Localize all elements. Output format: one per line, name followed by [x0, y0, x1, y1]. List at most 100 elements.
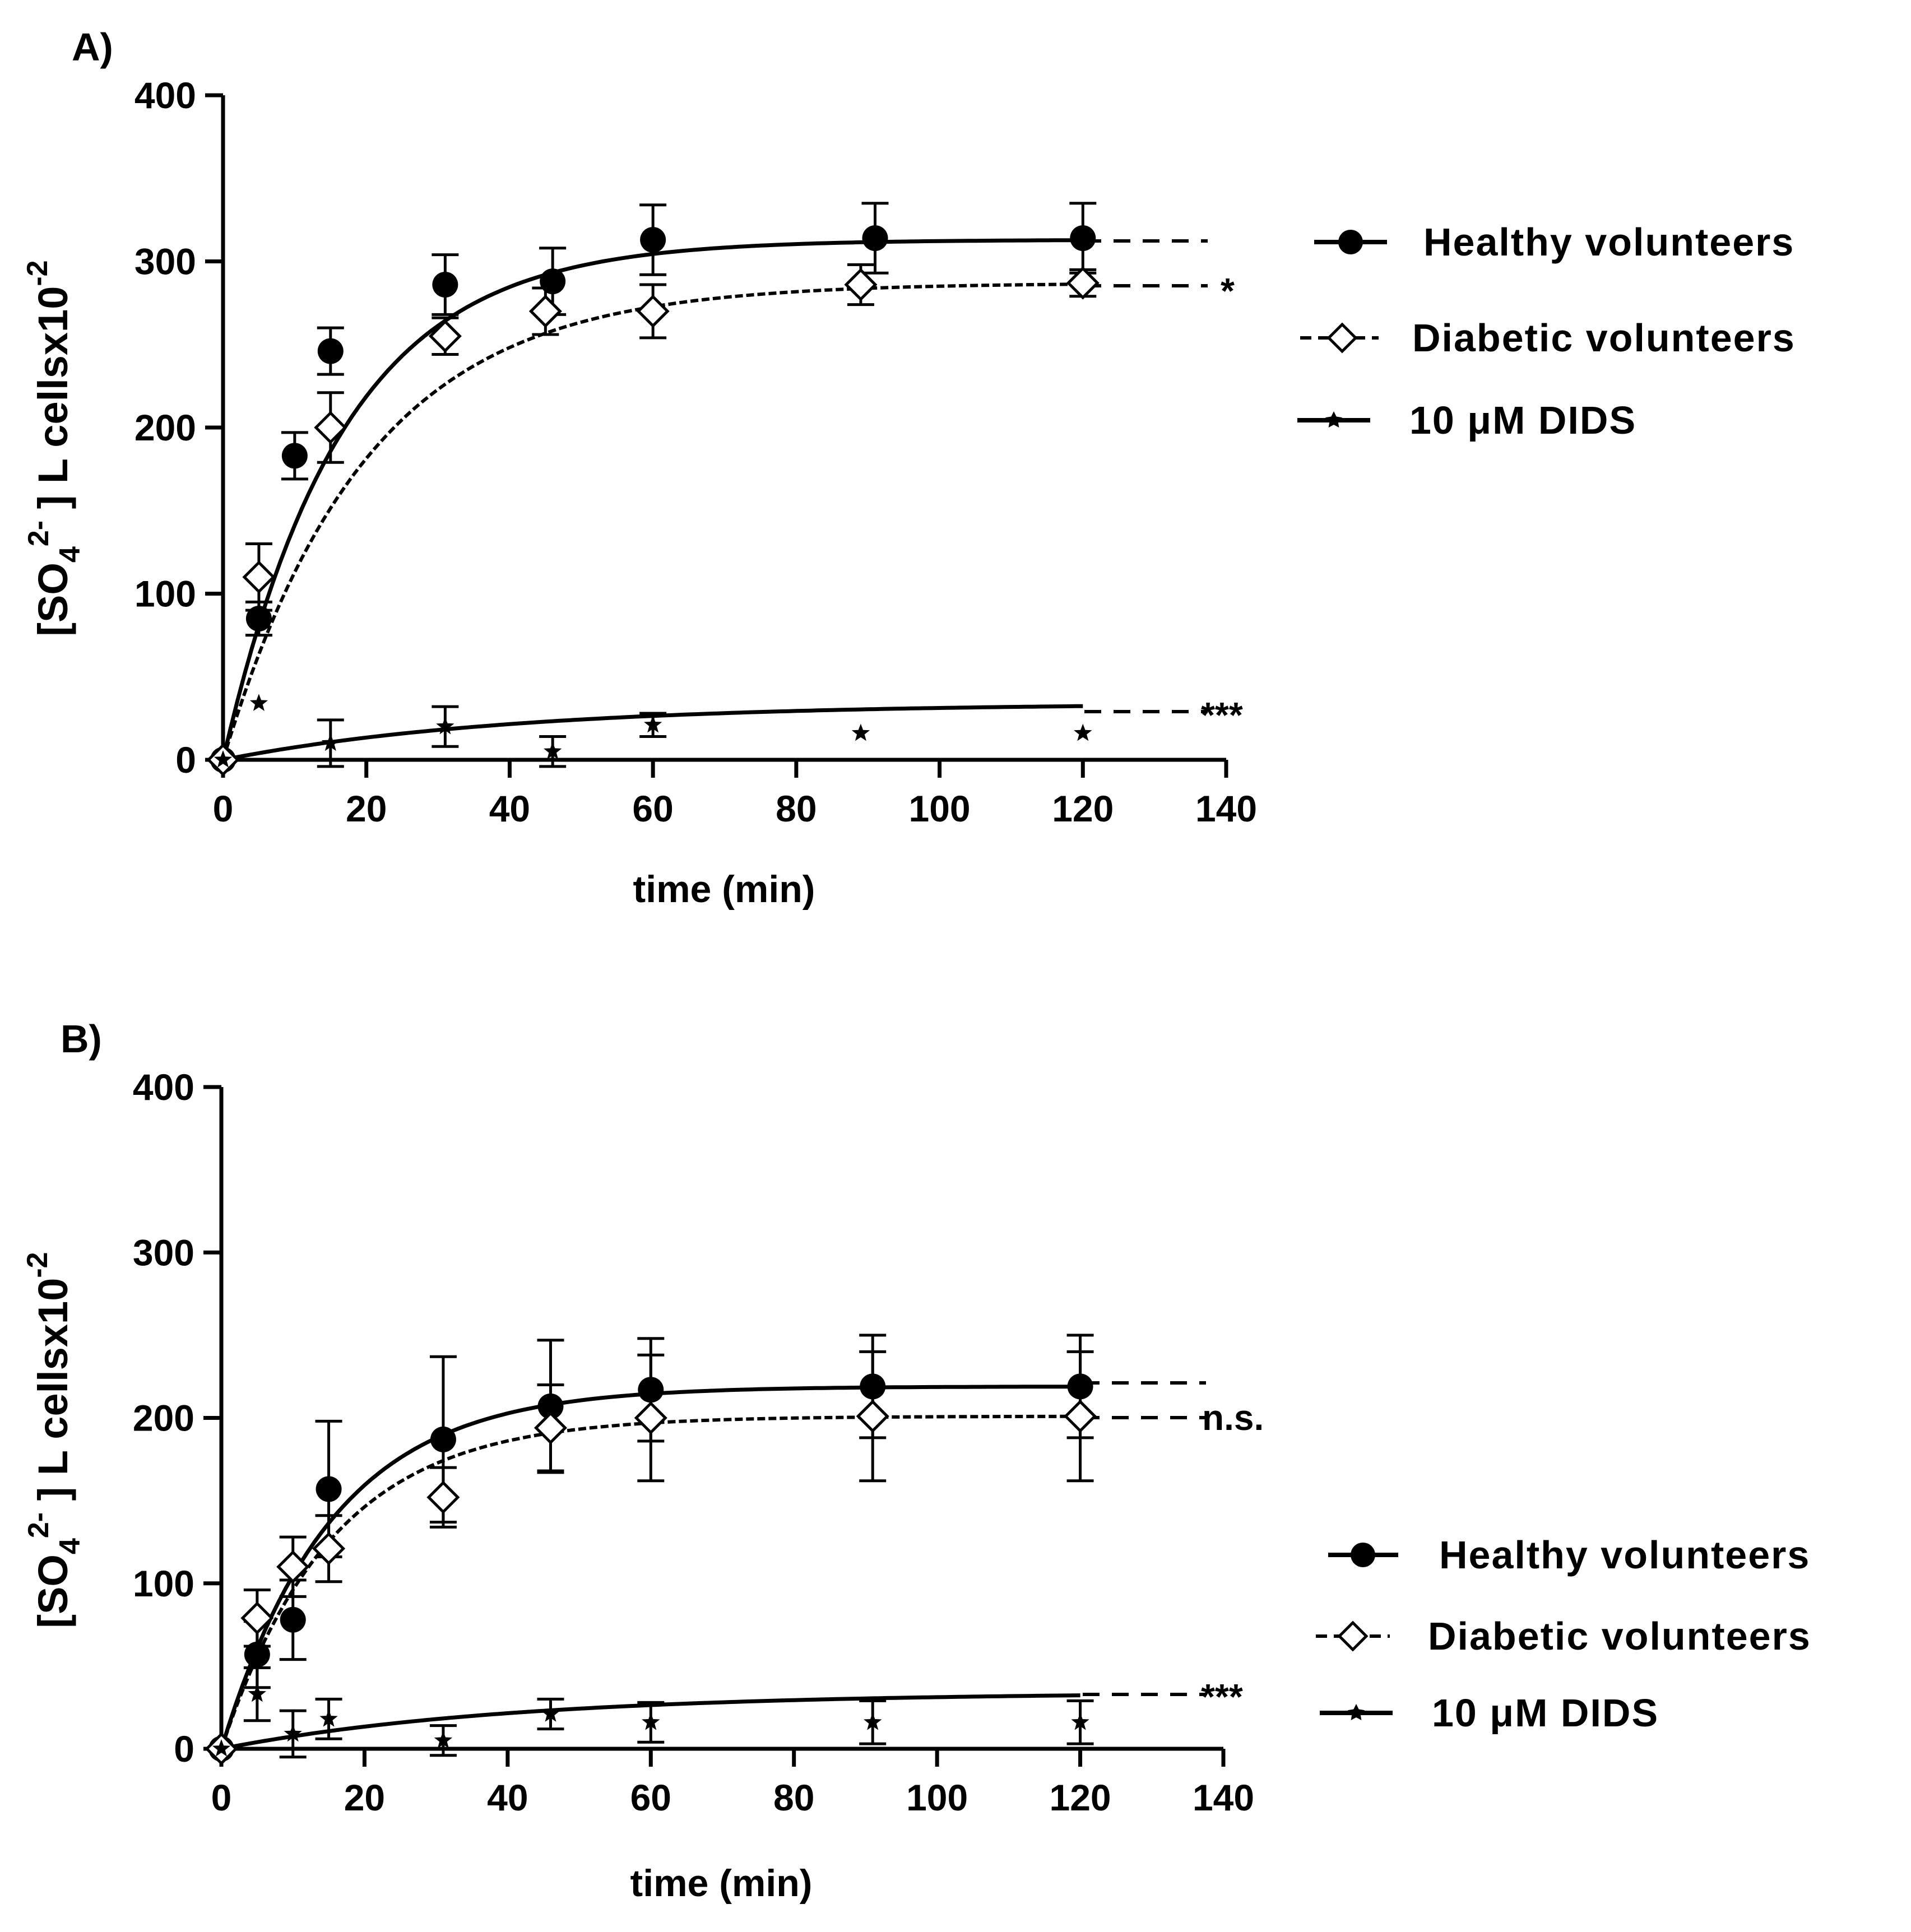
data-point-dids [214, 750, 233, 768]
legend-marker-star [1325, 411, 1343, 428]
data-point-diabetic [426, 1480, 460, 1514]
x-tick-label: 80 [773, 1777, 814, 1818]
data-point-dids [864, 1712, 882, 1730]
legend-label-healthy: Healthy volunteers [1439, 1533, 1810, 1577]
legend-label-diabetic: Diabetic volunteers [1428, 1614, 1811, 1658]
annotation-significance: n.s. [1202, 1397, 1264, 1438]
data-point-dids [249, 694, 268, 711]
x-tick-label: 0 [213, 788, 234, 829]
data-point-healthy [430, 1426, 456, 1452]
legend-label-dids: 10 μM DIDS [1409, 398, 1636, 442]
panel-label: B) [61, 1017, 102, 1061]
data-point-healthy [280, 1606, 306, 1633]
x-tick-label: 140 [1195, 788, 1257, 829]
data-point-dids [644, 715, 662, 733]
x-tick-label: 60 [632, 788, 673, 829]
y-axis-label: [SO42- ] L cellsx10-2 [21, 260, 86, 636]
data-point-dids [1071, 1712, 1089, 1730]
y-tick-label: 100 [134, 573, 196, 615]
x-tick-label: 40 [487, 1777, 528, 1818]
data-point-dids [284, 1724, 302, 1742]
x-tick-label: 80 [776, 788, 817, 829]
data-point-dids [319, 1709, 338, 1727]
data-point-dids [642, 1712, 660, 1730]
x-tick-label: 120 [1052, 788, 1114, 829]
y-tick-label: 0 [175, 739, 196, 781]
legend-label-healthy: Healthy volunteers [1423, 220, 1794, 264]
data-point-dids [212, 1739, 231, 1757]
data-point-diabetic [1066, 266, 1100, 300]
y-tick-label: 200 [133, 1397, 194, 1439]
legend-label-diabetic: Diabetic volunteers [1412, 316, 1796, 360]
data-point-diabetic [276, 1550, 310, 1583]
data-point-diabetic [534, 1411, 568, 1445]
data-point-dids [541, 1705, 560, 1722]
data-point-diabetic [428, 319, 462, 353]
x-tick-label: 120 [1050, 1777, 1111, 1818]
data-point-diabetic [242, 560, 276, 594]
x-tick-label: 140 [1193, 1777, 1254, 1818]
x-tick-label: 40 [489, 788, 530, 829]
legend-marker-open-diamond [1337, 1620, 1369, 1652]
annotation-significance: *** [1201, 1676, 1243, 1717]
y-tick-label: 300 [134, 241, 196, 282]
data-point-dids [436, 717, 454, 735]
y-tick-label: 200 [134, 407, 196, 448]
annotation-significance: * [1221, 271, 1235, 311]
legend-label-dids: 10 μM DIDS [1432, 1691, 1659, 1735]
data-point-healthy [862, 225, 888, 251]
legend-marker-open-diamond [1326, 322, 1358, 354]
x-tick-label: 0 [211, 1777, 232, 1818]
data-point-dids [1074, 723, 1092, 741]
data-point-healthy [640, 226, 666, 253]
y-tick-label: 100 [133, 1563, 194, 1604]
x-tick-label: 20 [346, 788, 387, 829]
y-axis-label: [SO42- ] L cellsx10-2 [21, 1252, 86, 1628]
data-point-diabetic [634, 1401, 667, 1435]
data-point-healthy [432, 272, 458, 298]
y-tick-label: 0 [174, 1728, 194, 1770]
legend-marker-filled-circle [1351, 1543, 1375, 1567]
panel-b: B) [SO42- ] L cellsx10-2 time (min) 0 100… [21, 1017, 1811, 1905]
data-point-healthy [1070, 225, 1096, 251]
x-tick-label: 60 [630, 1777, 671, 1818]
y-tick-label: 400 [134, 75, 196, 116]
data-point-dids [851, 723, 870, 741]
panel-label: A) [72, 25, 113, 69]
data-point-diabetic [844, 268, 878, 301]
data-point-dids [248, 1684, 266, 1702]
fit-curve [221, 282, 1083, 760]
legend-marker-filled-circle [1338, 230, 1363, 254]
x-tick-label: 100 [906, 1777, 968, 1818]
legend-marker-star [1347, 1704, 1365, 1720]
data-point-healthy [245, 605, 272, 631]
plot-area: 0 100 200 300 400 0 20 40 60 80 100 120 140 [134, 75, 1257, 829]
data-point-dids [434, 1731, 453, 1748]
data-point-healthy [316, 1476, 342, 1502]
legend: Healthy volunteers Diabetic volunteers 1… [1297, 220, 1796, 442]
data-point-diabetic [1064, 1400, 1097, 1433]
plot-area: 0 100 200 300 400 0 20 40 60 80 100 120 140 [133, 1066, 1254, 1818]
x-axis-label: time (min) [630, 1862, 813, 1905]
data-point-diabetic [528, 294, 562, 328]
x-axis-label: time (min) [633, 868, 815, 911]
y-tick-label: 300 [133, 1232, 194, 1273]
panel-a: A) [SO42- ] L cellsx10-2 time (min) 0 100… [21, 25, 1796, 911]
data-point-diabetic [240, 1601, 274, 1635]
x-tick-label: 20 [344, 1777, 385, 1818]
data-point-dids [544, 742, 562, 759]
data-point-healthy [281, 443, 308, 469]
data-point-diabetic [636, 294, 670, 328]
data-point-diabetic [314, 411, 347, 444]
data-point-diabetic [312, 1532, 346, 1566]
x-tick-label: 100 [909, 788, 971, 829]
data-point-dids [321, 733, 340, 751]
data-point-healthy [317, 338, 344, 364]
data-point-healthy [540, 268, 566, 295]
legend: Healthy volunteers Diabetic volunteers 1… [1316, 1533, 1811, 1735]
annotation-significance: *** [1201, 695, 1243, 735]
data-point-diabetic [856, 1400, 889, 1433]
y-tick-label: 400 [133, 1066, 194, 1108]
data-point-healthy [244, 1641, 270, 1668]
